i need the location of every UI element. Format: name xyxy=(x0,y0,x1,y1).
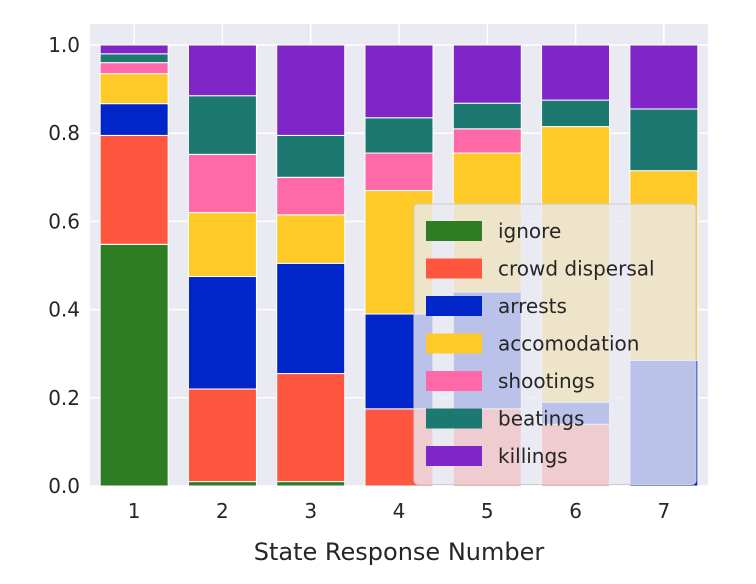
bar-segment-killings-2 xyxy=(187,44,257,97)
bar-segment-beatings-2 xyxy=(187,95,257,155)
bar-segment-ignore-2 xyxy=(187,481,257,487)
legend-label: beatings xyxy=(498,407,584,431)
y-tick-label: 0.6 xyxy=(48,209,80,233)
x-tick-label: 1 xyxy=(128,499,141,523)
x-tick-label: 7 xyxy=(657,499,670,523)
bar-segment-crowd-dispersal-1 xyxy=(99,134,169,245)
legend-label: arrests xyxy=(498,294,567,318)
y-tick-label: 1.0 xyxy=(48,33,80,57)
legend: ignore crowd dispersal arrests accomodation… xyxy=(413,203,697,485)
x-tick-label: 3 xyxy=(304,499,317,523)
bar-segment-killings-3 xyxy=(276,44,346,136)
legend-swatch xyxy=(426,333,482,354)
legend-label: accomodation xyxy=(498,332,639,356)
legend-swatch xyxy=(426,446,482,466)
legend-swatch xyxy=(426,408,482,429)
x-axis-ticks: 1 2 3 4 5 6 7 xyxy=(128,499,670,523)
bar-segment-ignore-3 xyxy=(276,481,346,487)
bar-segment-killings-5 xyxy=(452,44,522,104)
legend-swatch xyxy=(426,371,482,391)
bar-segment-shootings-3 xyxy=(276,176,346,216)
bar-segment-shootings-4 xyxy=(364,152,434,192)
bar-segment-arrests-2 xyxy=(187,276,257,390)
bar-segment-crowd-dispersal-2 xyxy=(187,388,257,483)
bar-segment-beatings-5 xyxy=(452,102,522,130)
bar-segment-accomodation-2 xyxy=(187,212,257,278)
bar-segment-arrests-1 xyxy=(99,103,169,136)
bar-segment-shootings-1 xyxy=(99,62,169,75)
bar-segment-beatings-4 xyxy=(364,117,434,154)
bar-segment-ignore-1 xyxy=(99,243,169,487)
bar-segment-killings-1 xyxy=(99,44,169,55)
legend-label: crowd dispersal xyxy=(498,257,655,281)
legend-label: ignore xyxy=(498,219,561,243)
legend-label: shootings xyxy=(498,369,595,393)
bar-segment-accomodation-3 xyxy=(276,214,346,264)
bar-segment-arrests-3 xyxy=(276,262,346,375)
bar-segment-beatings-7 xyxy=(629,108,699,172)
y-axis-ticks: 0.0 0.2 0.4 0.6 0.8 1.0 xyxy=(48,33,80,498)
x-tick-label: 6 xyxy=(569,499,582,523)
bar-segment-killings-4 xyxy=(364,44,434,119)
legend-frame xyxy=(413,203,697,485)
bar-segment-killings-7 xyxy=(629,44,699,110)
legend-label: killings xyxy=(498,444,568,468)
bar-segment-crowd-dispersal-3 xyxy=(276,373,346,483)
legend-swatch xyxy=(426,258,482,279)
y-tick-label: 0.4 xyxy=(48,298,80,322)
x-tick-label: 4 xyxy=(393,499,406,523)
bar-segment-beatings-1 xyxy=(99,53,169,64)
x-tick-label: 2 xyxy=(216,499,229,523)
bar-segment-shootings-5 xyxy=(452,128,522,154)
bar-segment-shootings-2 xyxy=(187,153,257,214)
x-axis-label: State Response Number xyxy=(254,538,545,566)
bar-segment-beatings-3 xyxy=(276,134,346,178)
legend-swatch xyxy=(426,296,482,316)
bar-segment-beatings-6 xyxy=(541,99,611,128)
legend-swatch xyxy=(426,221,482,241)
y-tick-label: 0.2 xyxy=(48,386,80,410)
y-tick-label: 0.8 xyxy=(48,121,80,145)
y-tick-label: 0.0 xyxy=(48,474,80,498)
bar-segment-accomodation-1 xyxy=(99,73,169,105)
bar-segment-killings-6 xyxy=(541,44,611,101)
x-tick-label: 5 xyxy=(481,499,494,523)
